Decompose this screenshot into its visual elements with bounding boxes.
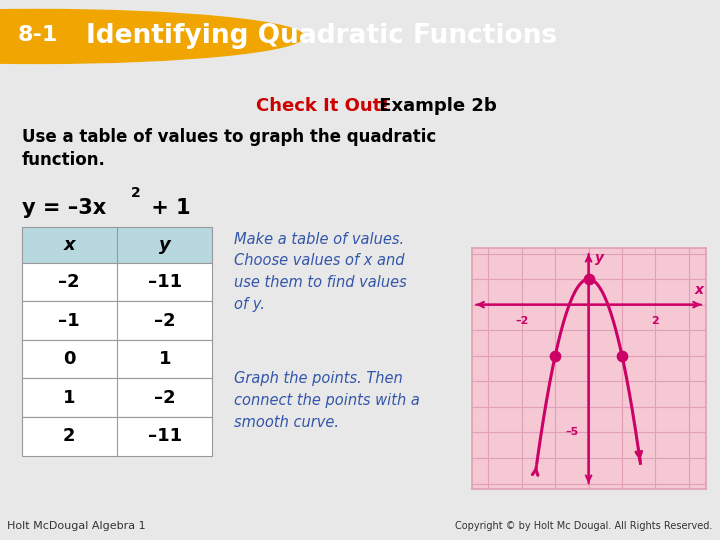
Text: y = –3x: y = –3x (22, 198, 106, 218)
Text: 1: 1 (158, 350, 171, 368)
Text: –2: –2 (515, 316, 528, 326)
Text: y: y (159, 235, 171, 254)
Text: Check It Out!: Check It Out! (256, 97, 389, 115)
Text: 2: 2 (131, 186, 141, 200)
Text: 1: 1 (63, 389, 76, 407)
Text: Example 2b: Example 2b (373, 97, 497, 115)
Text: –2: –2 (58, 273, 80, 291)
Text: Use a table of values to graph the quadratic
function.: Use a table of values to graph the quadr… (22, 128, 436, 170)
FancyBboxPatch shape (22, 379, 212, 417)
Text: –2: –2 (154, 389, 176, 407)
Text: 2: 2 (652, 316, 660, 326)
Point (583, 275, 595, 284)
Text: Make a table of values.
Choose values of x and
use them to find values
of y.: Make a table of values. Choose values of… (234, 232, 407, 312)
Text: –11: –11 (148, 273, 181, 291)
Text: –5: –5 (565, 428, 579, 437)
FancyBboxPatch shape (22, 262, 212, 301)
Circle shape (0, 10, 304, 63)
Text: Copyright © by Holt Mc Dougal. All Rights Reserved.: Copyright © by Holt Mc Dougal. All Right… (456, 521, 713, 531)
Text: x: x (63, 235, 75, 254)
Text: + 1: + 1 (144, 198, 191, 218)
Point (616, 352, 628, 360)
FancyBboxPatch shape (22, 417, 212, 456)
Text: 2: 2 (63, 427, 76, 446)
Text: Holt McDougal Algebra 1: Holt McDougal Algebra 1 (7, 521, 146, 531)
Text: –1: –1 (58, 312, 80, 329)
Text: y: y (595, 251, 603, 265)
Text: 0: 0 (63, 350, 76, 368)
Text: –11: –11 (148, 427, 181, 446)
Text: 8-1: 8-1 (17, 25, 58, 45)
Text: x: x (694, 283, 703, 297)
Text: –2: –2 (154, 312, 176, 329)
FancyBboxPatch shape (22, 340, 212, 379)
FancyBboxPatch shape (22, 301, 212, 340)
Text: Graph the points. Then
connect the points with a
smooth curve.: Graph the points. Then connect the point… (234, 372, 420, 430)
Point (549, 352, 561, 360)
FancyBboxPatch shape (22, 227, 212, 262)
Text: Identifying Quadratic Functions: Identifying Quadratic Functions (86, 23, 557, 50)
